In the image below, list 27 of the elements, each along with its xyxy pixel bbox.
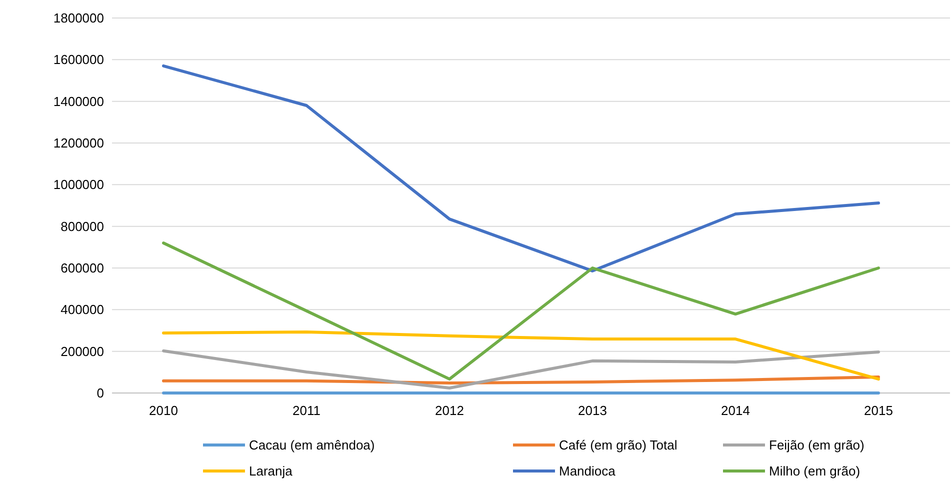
- x-tick-label: 2010: [149, 403, 178, 418]
- x-tick-label: 2015: [864, 403, 893, 418]
- y-tick-label: 1200000: [53, 136, 104, 151]
- line-series: [162, 349, 880, 390]
- line-series: [162, 242, 880, 381]
- y-tick-label: 800000: [60, 218, 104, 234]
- line-series: [162, 375, 880, 384]
- x-tick-label: 2013: [578, 403, 607, 418]
- legend-label: Mandioca: [559, 464, 616, 479]
- y-tick-label: 1000000: [53, 177, 104, 192]
- y-tick-label: 1600000: [53, 52, 104, 68]
- legend-label: Milho (em grão): [769, 464, 860, 479]
- legend-label: Feijão (em grão): [769, 438, 864, 453]
- y-tick-label: 1400000: [53, 94, 104, 109]
- y-tick-label: 400000: [60, 302, 104, 318]
- legend-label: Laranja: [249, 464, 294, 479]
- y-tick-label: 600000: [60, 260, 104, 276]
- legend-label: Cacau (em amêndoa): [249, 438, 375, 453]
- x-tick-label: 2012: [435, 403, 464, 418]
- x-tick-label: 2014: [721, 403, 750, 418]
- line-series: [162, 64, 880, 272]
- y-tick-label: 0: [96, 386, 104, 401]
- legend-label: Café (em grão) Total: [559, 438, 678, 453]
- y-tick-label: 200000: [60, 344, 104, 359]
- line-series: [162, 330, 880, 381]
- y-tick-label: 1800000: [53, 10, 104, 26]
- x-tick-label: 2011: [292, 403, 320, 418]
